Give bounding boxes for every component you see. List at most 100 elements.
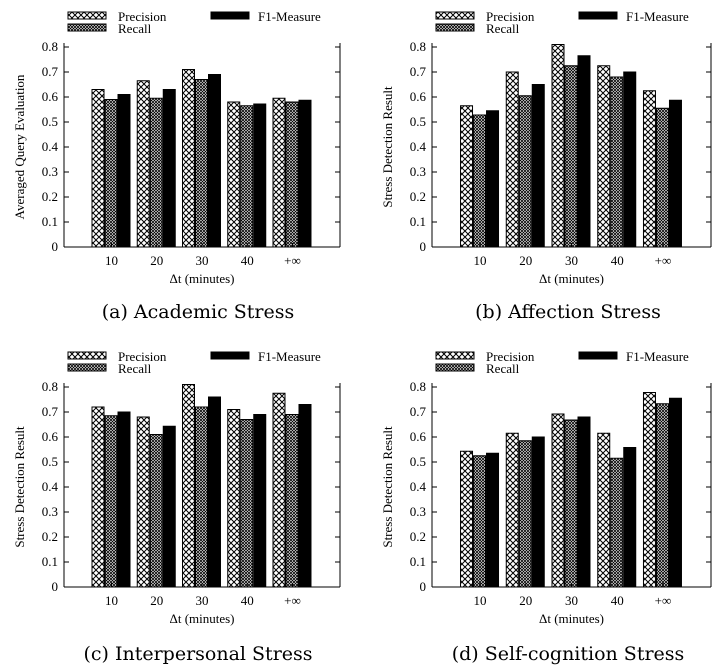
y-tick-label: 0.3 [410,164,426,179]
bar-recall-2 [564,419,578,588]
legend-label-f1: F1-Measure [258,349,321,364]
bar-recall-1 [518,440,532,588]
bar-precision-0 [91,89,105,248]
bar-recall-0 [104,415,118,588]
y-tick-label: 0.1 [42,214,58,229]
x-tick-label: 10 [474,593,487,608]
bar-precision-4 [642,392,656,588]
bar-precision-2 [182,69,195,248]
bar-recall-0 [473,114,487,248]
y-tick-label: 0.5 [410,454,426,469]
bar-recall-4 [285,101,299,248]
bar-f1-0 [117,411,131,588]
x-tick-label: 30 [196,593,209,608]
x-tick-label: 20 [150,253,163,268]
bar-precision-1 [505,71,519,248]
bar-precision-3 [597,432,611,588]
chart-caption: (c) Interpersonal Stress [83,643,312,665]
legend-label-recall: Recall [486,21,520,36]
legend-swatch-recall [67,23,107,32]
legend-label-f1: F1-Measure [626,9,689,24]
x-axis-label: Δt (minutes) [169,611,234,626]
y-tick-label: 0.5 [42,454,58,469]
y-tick-label: 0 [420,239,427,254]
bar-recall-2 [564,65,578,248]
bar-recall-4 [285,414,299,588]
bar-f1-0 [486,452,500,588]
x-tick-label: +∞ [655,593,672,608]
bar-recall-3 [240,419,254,588]
bar-f1-2 [577,416,591,588]
bar-precision-3 [227,101,241,248]
x-tick-label: +∞ [284,253,301,268]
y-axis-label: Stress Detection Result [12,426,27,548]
y-tick-label: 0 [420,579,427,594]
bar-f1-2 [208,396,221,588]
x-tick-label: 10 [474,253,487,268]
y-tick-label: 0.7 [42,64,59,79]
bar-recall-4 [655,403,669,588]
bar-f1-4 [668,397,682,588]
legend-swatch-f1 [210,11,250,20]
y-tick-label: 0.4 [42,139,59,154]
bar-precision-0 [460,450,474,588]
legend-label-f1: F1-Measure [626,349,689,364]
chart-panel-4: 0 0.1 0.2 0.3 0.4 0.5 0.6 0.7 0.8 Stress Detectio… [380,349,712,665]
y-tick-label: 0.5 [410,114,426,129]
y-tick-label: 0 [52,579,59,594]
bar-precision-4 [272,97,286,248]
bar-f1-0 [486,110,500,248]
x-tick-label: +∞ [284,593,301,608]
legend-label-precision: Precision [118,349,167,364]
y-tick-label: 0.4 [410,139,427,154]
bar-precision-2 [551,413,565,588]
bar-recall-3 [240,105,254,248]
legend-label-precision: Precision [118,9,167,24]
y-tick-label: 0.7 [42,404,59,419]
x-tick-label: 20 [519,253,532,268]
chart-caption: (b) Affection Stress [475,301,661,323]
legend-swatch-recall [435,363,475,372]
bar-precision-2 [551,44,565,248]
x-tick-label: 20 [150,593,163,608]
y-tick-label: 0.1 [42,554,58,569]
y-tick-label: 0.2 [410,529,426,544]
bar-f1-3 [623,71,637,248]
legend-label-recall: Recall [118,21,152,36]
x-tick-label: +∞ [655,253,672,268]
y-tick-label: 0.6 [42,89,59,104]
bar-precision-1 [136,80,150,248]
bar-f1-1 [162,425,176,588]
y-axis-label: Stress Detection Result [380,86,395,208]
bar-f1-3 [623,447,637,588]
y-tick-label: 0.2 [42,189,58,204]
legend-swatch-precision [67,351,107,360]
x-tick-label: 30 [565,253,578,268]
legend-label-recall: Recall [486,361,520,376]
x-axis-label: Δt (minutes) [539,271,604,286]
x-tick-label: 40 [611,593,624,608]
bar-precision-4 [642,90,656,248]
y-tick-label: 0.4 [410,479,427,494]
legend-swatch-f1 [578,351,618,360]
y-tick-label: 0.3 [42,164,58,179]
bar-recall-2 [195,406,208,588]
bar-recall-2 [195,79,208,248]
y-tick-label: 0.6 [410,89,427,104]
x-tick-label: 10 [105,253,118,268]
x-tick-label: 20 [519,593,532,608]
chart-panel-2: 0 0.1 0.2 0.3 0.4 0.5 0.6 0.7 0.8 Stress Detectio… [380,9,712,323]
bar-f1-1 [531,84,545,248]
y-tick-label: 0.6 [410,429,427,444]
legend-swatch-f1 [210,351,250,360]
y-tick-label: 0.1 [410,214,426,229]
y-tick-label: 0.2 [410,189,426,204]
x-tick-label: 40 [611,253,624,268]
bar-precision-3 [597,65,611,248]
bar-precision-0 [460,105,474,248]
legend-swatch-recall [435,23,475,32]
legend-swatch-precision [435,351,475,360]
y-tick-label: 0.8 [410,379,426,394]
chart-panel-1: 0 0.1 0.2 0.3 0.4 0.5 0.6 0.7 0.8 Averaged Query … [12,9,341,323]
legend-swatch-precision [435,11,475,20]
